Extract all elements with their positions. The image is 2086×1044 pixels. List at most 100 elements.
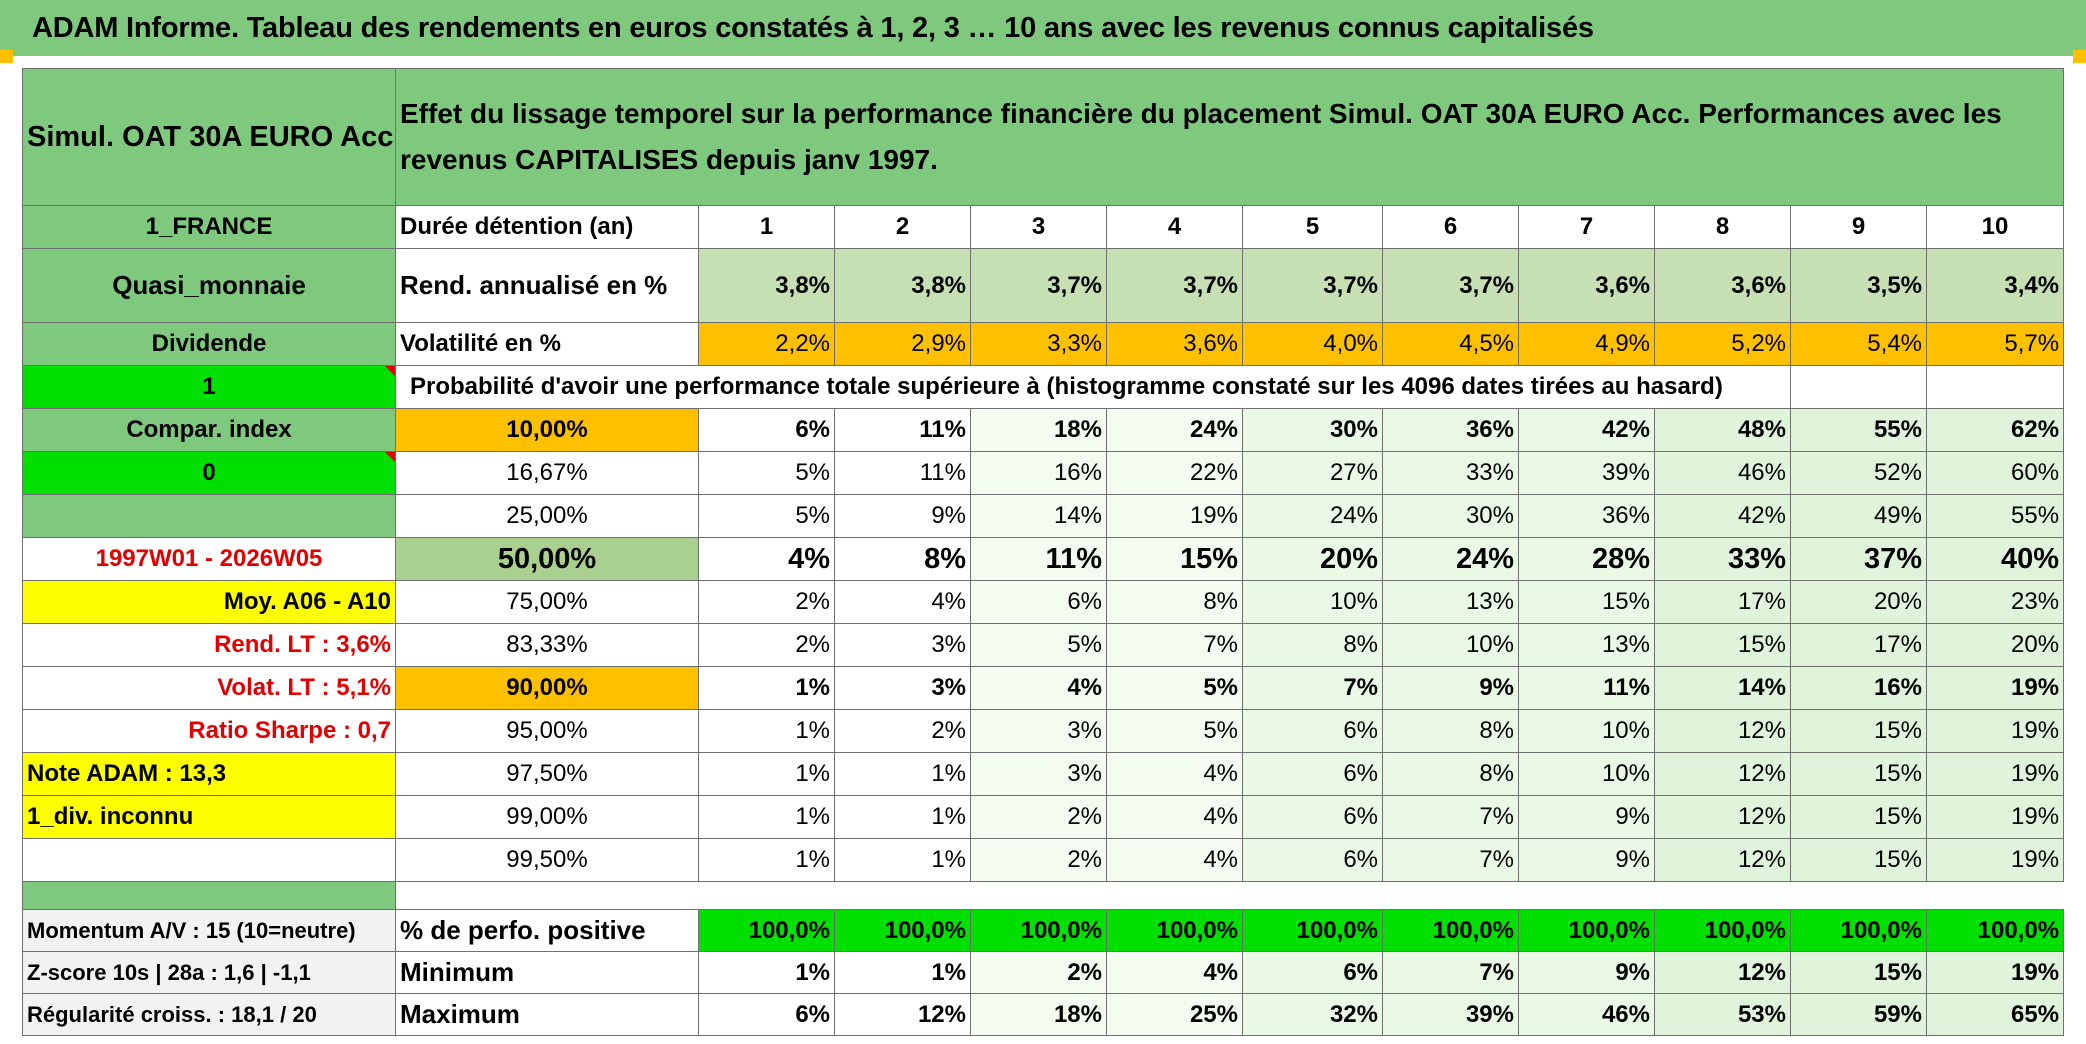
prob-value: 1% (834, 795, 971, 839)
threshold-cell: 50,00% (395, 537, 699, 581)
prob-value: 7% (1382, 795, 1519, 839)
stats-value: 12% (1654, 951, 1791, 994)
prob-value: 6% (1242, 795, 1383, 839)
rend-lt-label[interactable]: Rend. LT : 3,6% (22, 623, 396, 667)
rend-value: 3,7% (1382, 248, 1519, 323)
prob-value: 42% (1654, 494, 1791, 538)
stats-value: 65% (1925, 993, 2065, 1036)
vol-value: 4,9% (1518, 322, 1655, 366)
stats-value: 53% (1654, 993, 1791, 1036)
prob-value: 15% (1790, 709, 1927, 753)
stats-value: 100,0% (1925, 909, 2065, 952)
country-label[interactable]: 1_FRANCE (22, 205, 396, 249)
prob-value: 10% (1382, 623, 1519, 667)
rend-value: 3,8% (698, 248, 835, 323)
volat-lt-label[interactable]: Volat. LT : 5,1% (22, 666, 396, 710)
prob-value: 8% (834, 537, 971, 581)
prob-value: 6% (970, 580, 1107, 624)
prob-value: 17% (1654, 580, 1791, 624)
year-6: 6 (1382, 205, 1519, 249)
prob-value: 4% (1106, 795, 1243, 839)
corner-marker (0, 50, 13, 63)
stats-value: 100,0% (1106, 909, 1243, 952)
prob-value: 4% (834, 580, 971, 624)
rend-row: Quasi_monnaie Rend. annualisé en % 3,8% … (22, 248, 2065, 323)
prob-value: 8% (1106, 580, 1243, 624)
threshold-cell: 95,00% (395, 709, 699, 753)
vol-value: 2,2% (698, 322, 835, 366)
rend-value: 3,4% (1925, 248, 2065, 323)
prob-value: 37% (1790, 537, 1927, 581)
stats-row: Régularité croiss. : 18,1 / 20 Maximum 6% 1… (22, 993, 2065, 1036)
prob-value: 12% (1654, 709, 1791, 753)
prob-value: 16% (970, 451, 1107, 495)
threshold-cell: 90,00% (395, 666, 699, 710)
zscore-label[interactable]: Z-score 10s | 28a : 1,6 | -1,1 (22, 951, 396, 994)
stats-value: 1% (834, 951, 971, 994)
empty-cell[interactable] (22, 838, 396, 882)
income-label[interactable]: Dividende (22, 322, 396, 366)
prob-value: 6% (698, 408, 835, 452)
prob-value: 3% (970, 752, 1107, 796)
prob-value: 30% (1242, 408, 1383, 452)
sharpe-label[interactable]: Ratio Sharpe : 0,7 (22, 709, 396, 753)
prob-value: 52% (1790, 451, 1927, 495)
prob-value: 11% (970, 537, 1107, 581)
prob-value: 15% (1790, 752, 1927, 796)
prob-value: 6% (1242, 752, 1383, 796)
rend-value: 3,8% (834, 248, 971, 323)
vol-row: Dividende Volatilité en % 2,2% 2,9% 3,3%… (22, 322, 2065, 366)
prob-value: 18% (970, 408, 1107, 452)
moy-label[interactable]: Moy. A06 - A10 (22, 580, 396, 624)
prob-value: 2% (970, 838, 1107, 882)
prob-value: 20% (1790, 580, 1927, 624)
threshold-cell: 16,67% (395, 451, 699, 495)
prob-value: 1% (834, 752, 971, 796)
fund-name[interactable]: Simul. OAT 30A EURO Acc (22, 68, 396, 206)
spacer-row (22, 881, 2064, 910)
duration-label: Durée détention (an) (395, 205, 699, 249)
header-row: Simul. OAT 30A EURO Acc Effet du lissage… (22, 68, 2065, 206)
div-label[interactable]: 1_div. inconnu (22, 795, 396, 839)
flag-one-cell[interactable]: 1 (22, 365, 396, 409)
prob-value: 5% (1106, 709, 1243, 753)
note-adam-label[interactable]: Note ADAM : 13,3 (22, 752, 396, 796)
performance-table: Simul. OAT 30A EURO Acc Effet du lissage… (22, 68, 2065, 1036)
prob-value: 27% (1242, 451, 1383, 495)
prob-value: 2% (698, 623, 835, 667)
year-4: 4 (1106, 205, 1243, 249)
prob-value: 30% (1382, 494, 1519, 538)
empty-green-cell[interactable] (22, 494, 396, 538)
vol-value: 2,9% (834, 322, 971, 366)
period-label[interactable]: 1997W01 - 2026W05 (22, 537, 396, 581)
flag-zero-cell[interactable]: 0 (22, 451, 396, 495)
category-label[interactable]: Quasi_monnaie (22, 248, 396, 323)
year-2: 2 (834, 205, 971, 249)
prob-row: Compar. index 10,00% 6% 11% 18% 24% 30% 36% 42% 4… (22, 408, 2065, 452)
stats-value: 1% (698, 951, 835, 994)
compar-index-label[interactable]: Compar. index (22, 408, 396, 452)
prob-value: 2% (834, 709, 971, 753)
prob-value: 48% (1654, 408, 1791, 452)
years-row: 1_FRANCE Durée détention (an) 1 2 3 4 5 … (22, 205, 2065, 249)
prob-value: 20% (1925, 623, 2065, 667)
prob-value: 9% (1518, 838, 1655, 882)
vol-value: 3,3% (970, 322, 1107, 366)
prob-value: 15% (1654, 623, 1791, 667)
year-7: 7 (1518, 205, 1655, 249)
prob-value: 8% (1382, 752, 1519, 796)
prob-value: 55% (1925, 494, 2065, 538)
momentum-label[interactable]: Momentum A/V : 15 (10=neutre) (22, 909, 396, 952)
stats-value: 100,0% (970, 909, 1107, 952)
vol-value: 5,4% (1790, 322, 1927, 366)
regularite-label[interactable]: Régularité croiss. : 18,1 / 20 (22, 993, 396, 1036)
prob-value: 4% (970, 666, 1107, 710)
stats-value: 9% (1518, 951, 1655, 994)
prob-value: 2% (698, 580, 835, 624)
prob-value: 7% (1382, 838, 1519, 882)
prob-value: 62% (1925, 408, 2065, 452)
stats-value: 100,0% (1242, 909, 1383, 952)
vol-value: 5,7% (1925, 322, 2065, 366)
prob-row: Rend. LT : 3,6% 83,33% 2% 3% 5% 7% 8% 10% 13% 15%… (22, 623, 2065, 667)
prob-value: 14% (1654, 666, 1791, 710)
